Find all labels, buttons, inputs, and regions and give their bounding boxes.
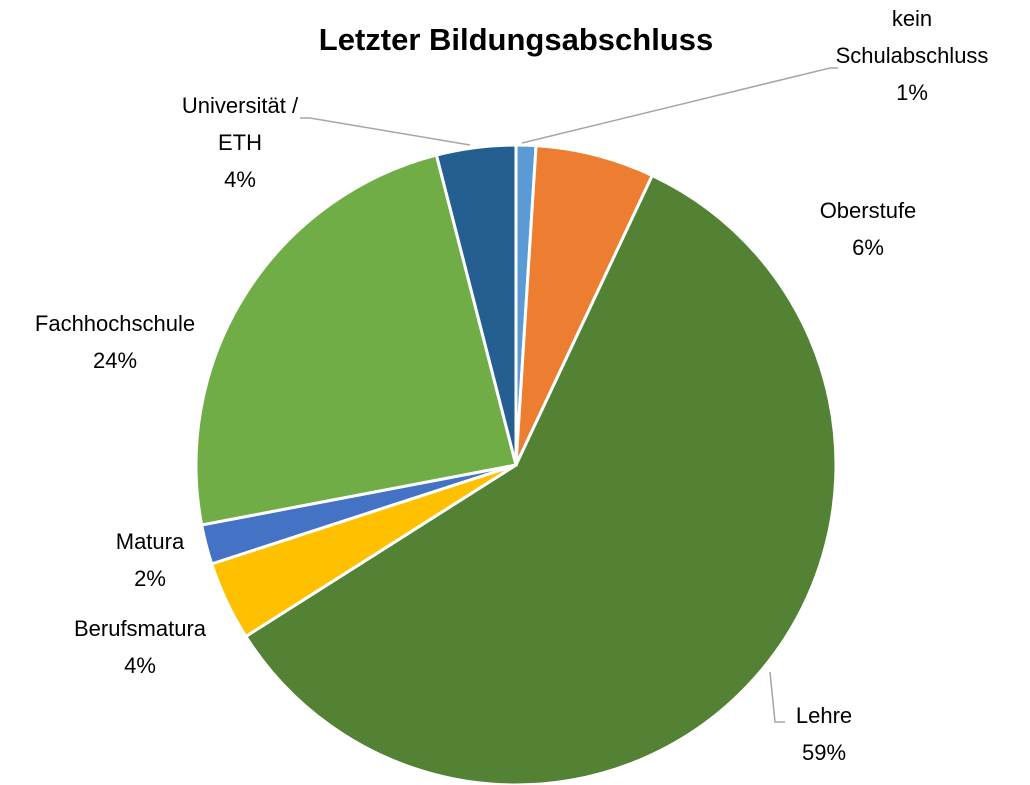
leader-line	[300, 117, 471, 146]
pie-slice	[434, 143, 518, 466]
category-label: Berufsmatura	[74, 616, 207, 641]
category-label: Fachhochschule	[35, 311, 195, 336]
category-label: Lehre	[796, 703, 852, 728]
value-label: 59%	[802, 740, 846, 765]
category-label: Matura	[116, 529, 185, 554]
value-label: 4%	[124, 653, 156, 678]
value-label: 24%	[93, 348, 137, 373]
leader-line	[769, 671, 785, 723]
category-label: kein Schulabschluss	[836, 6, 989, 68]
category-label: Oberstufe	[820, 198, 917, 223]
value-label: 4%	[224, 167, 256, 192]
value-label: 6%	[852, 235, 884, 260]
value-label: 2%	[134, 566, 166, 591]
pie-slice	[243, 173, 838, 785]
leader-line	[521, 67, 838, 144]
category-label: Universität / ETH	[182, 93, 299, 155]
pie-slice	[194, 153, 518, 527]
value-label: 1%	[896, 80, 928, 105]
chart-title: Letzter Bildungsabschluss	[319, 22, 713, 57]
pie-slice	[514, 144, 655, 466]
